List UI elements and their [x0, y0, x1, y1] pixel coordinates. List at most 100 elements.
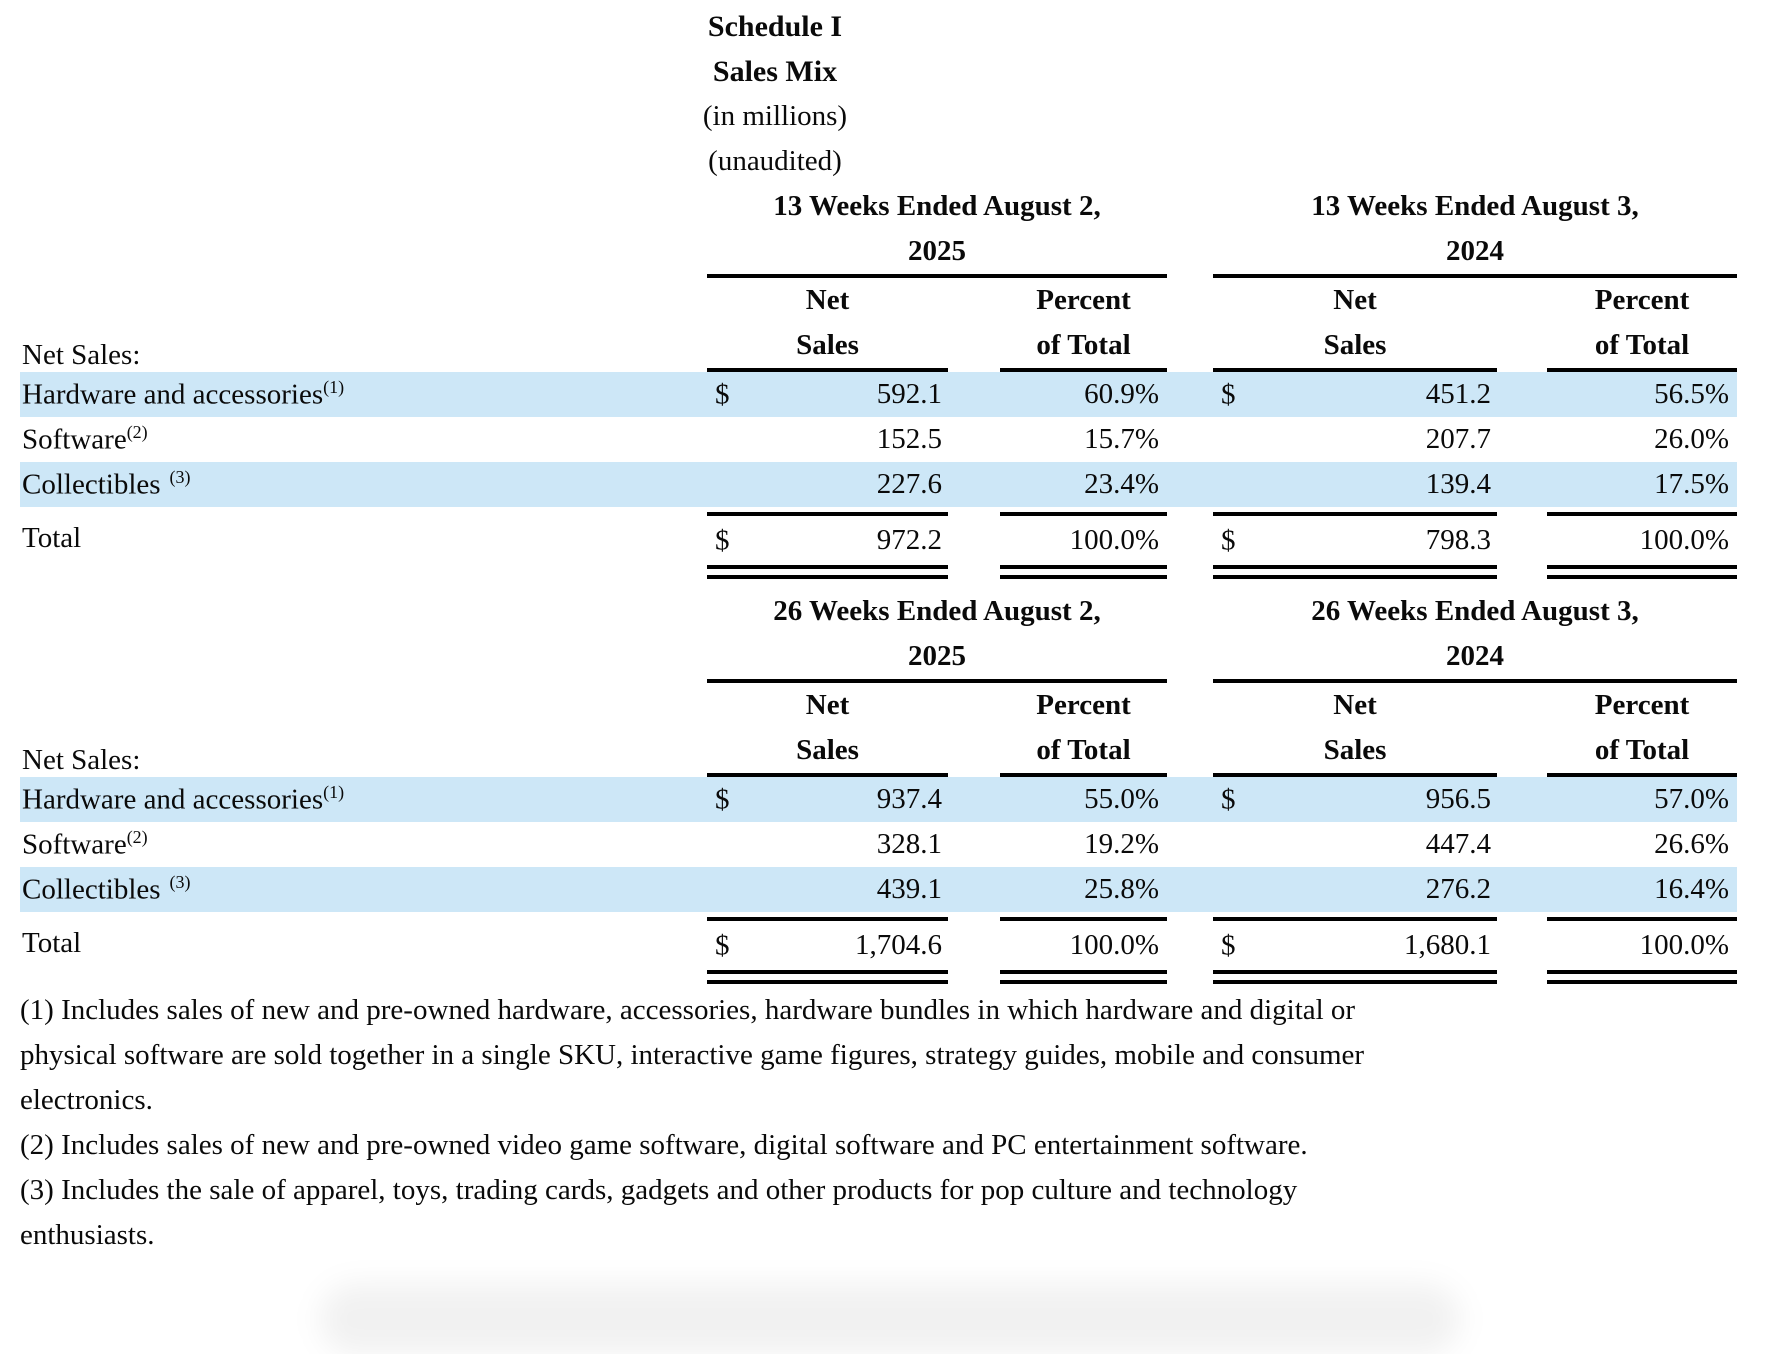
column-header-row: Net Sales: Net Sales Percent of Total Net Sale… — [20, 278, 1738, 372]
footnote-reference: (1) — [323, 377, 345, 398]
units-note: (in millions) — [702, 100, 848, 132]
column-gap-cell — [948, 683, 1000, 777]
page-shadow — [320, 1284, 1460, 1354]
group-gap-cell — [1167, 512, 1213, 565]
spacer-cell — [20, 970, 707, 984]
footnote-reference: (2) — [126, 827, 148, 848]
row-label: Software — [22, 423, 127, 456]
net-sales-cell: $937.4 — [707, 777, 948, 822]
total-net-sales-value: 798.3 — [1425, 524, 1492, 556]
net-sales-header-line2: Sales — [1323, 329, 1387, 361]
period-header-line2: 2025 — [908, 235, 966, 267]
percent-header-line2: of Total — [1036, 734, 1131, 766]
column-header-net-sales: Net Sales — [707, 278, 948, 372]
percent-header-line1: Percent — [1036, 284, 1131, 316]
net-sales-value: 227.6 — [876, 468, 942, 500]
footnote-reference: (2) — [126, 422, 148, 443]
footnote-reference: (3) — [169, 872, 191, 893]
percent-value: 26.6% — [1654, 828, 1730, 860]
net-sales-value: 328.1 — [876, 828, 942, 860]
column-gap-cell — [1497, 512, 1547, 565]
currency-symbol: $ — [1221, 378, 1236, 410]
row-label-cell: Software(2) — [20, 417, 707, 462]
percent-value: 17.5% — [1547, 462, 1738, 507]
spacer-cell — [1547, 579, 1737, 589]
column-gap-cell — [1497, 822, 1547, 867]
table-row: Hardware and accessories(1) $592.1 60.9% $4… — [20, 372, 1738, 417]
column-gap-cell — [1497, 683, 1547, 777]
period-header-line2: 2024 — [1446, 235, 1505, 267]
total-net-sales-value: 1,680.1 — [1404, 929, 1492, 961]
net-sales-value: 592.1 — [876, 378, 942, 410]
footnote-reference: (1) — [323, 782, 345, 803]
row-label: Hardware and accessories — [22, 378, 324, 411]
column-gap-cell — [948, 278, 1000, 372]
column-gap-cell — [948, 867, 1000, 912]
net-sales-value: 937.4 — [876, 783, 942, 815]
net-sales-header-line2: Sales — [796, 734, 859, 766]
column-header-percent: Percent of Total — [1000, 683, 1168, 777]
total-net-sales-cell: $1,680.1 — [1213, 917, 1498, 970]
group-gap-cell — [1167, 683, 1213, 777]
column-gap-cell — [1497, 917, 1547, 970]
spacer-cell — [1497, 579, 1547, 589]
currency-symbol: $ — [715, 783, 730, 815]
group-gap-cell — [1167, 184, 1213, 278]
period-header-row: 26 Weeks Ended August 2, 2025 26 Weeks End… — [20, 589, 1738, 683]
net-sales-header-line1: Net — [805, 284, 850, 316]
percent-value: 19.2% — [1084, 828, 1160, 860]
section-label: Net Sales: — [22, 339, 141, 371]
table-row: Collectibles (3) 439.1 25.8% 276.2 16.4% — [20, 867, 1738, 912]
column-gap-cell — [948, 565, 1000, 579]
net-sales-header-line1: Net — [805, 689, 850, 721]
spacer-cell — [20, 579, 707, 589]
row-label: Hardware and accessories — [22, 783, 324, 816]
period-header-line2: 2025 — [908, 640, 966, 672]
footnote-line: electronics. — [20, 1084, 153, 1116]
total-percent-value: 100.0% — [1547, 512, 1738, 565]
column-gap-cell — [1497, 565, 1547, 579]
percent-header-line1: Percent — [1594, 284, 1690, 316]
column-gap-cell — [1497, 278, 1547, 372]
footnotes: (1) Includes sales of new and pre-owned … — [20, 988, 1782, 1258]
double-rule — [1000, 970, 1168, 984]
group-gap-cell — [1167, 278, 1213, 372]
column-header-row: Net Sales: Net Sales Percent of Total Net Sale… — [20, 683, 1738, 777]
percent-value: 23.4% — [1000, 462, 1168, 507]
column-gap-cell — [1497, 462, 1548, 507]
schedule-title: Schedule I — [707, 10, 843, 43]
net-sales-value: 139.4 — [1425, 468, 1492, 500]
footnote-line: physical software are sold together in a… — [20, 1039, 1365, 1071]
net-sales-header-line1: Net — [1333, 689, 1377, 721]
percent-header-line1: Percent — [1036, 689, 1131, 721]
total-label-cell: Total — [20, 512, 707, 565]
currency-symbol: $ — [715, 929, 730, 961]
total-net-sales-cell: $1,704.6 — [707, 917, 948, 970]
footnote-line: (3) Includes the sale of apparel, toys, … — [20, 1174, 1298, 1206]
double-rule — [1547, 970, 1738, 984]
column-header-net-sales: Net Sales — [707, 683, 948, 777]
net-sales-cell: 152.5 — [707, 417, 948, 462]
net-sales-header-line2: Sales — [796, 329, 859, 361]
net-sales-value: 439.1 — [876, 873, 942, 905]
column-gap-cell — [1497, 417, 1547, 462]
total-label: Total — [22, 522, 82, 554]
period-header-line1: 13 Weeks Ended August 2, — [773, 190, 1101, 222]
footnote-line: (2) Includes sales of new and pre-owned … — [20, 1129, 1308, 1161]
total-percent-value: 100.0% — [1000, 512, 1168, 565]
group-gap-cell — [1167, 372, 1214, 417]
title-block: Schedule I Sales Mix (in millions) (unau… — [20, 4, 1530, 184]
spacer-cell — [20, 565, 707, 579]
net-sales-cell: $592.1 — [707, 372, 948, 417]
percent-header-line2: of Total — [1594, 734, 1690, 766]
period-header: 26 Weeks Ended August 3, 2024 — [1213, 589, 1738, 683]
currency-symbol: $ — [1221, 783, 1236, 815]
row-label-cell: Hardware and accessories(1) — [20, 372, 707, 417]
column-header-percent: Percent of Total — [1547, 278, 1738, 372]
row-label: Collectibles — [22, 468, 161, 501]
total-net-sales-cell: $798.3 — [1213, 512, 1498, 565]
period-header: 13 Weeks Ended August 3, 2024 — [1213, 184, 1738, 278]
percent-value: 15.7% — [1084, 423, 1160, 455]
total-row: Total $972.2 100.0% $798.3 100.0% — [20, 512, 1738, 565]
percent-value: 16.4% — [1547, 867, 1738, 912]
